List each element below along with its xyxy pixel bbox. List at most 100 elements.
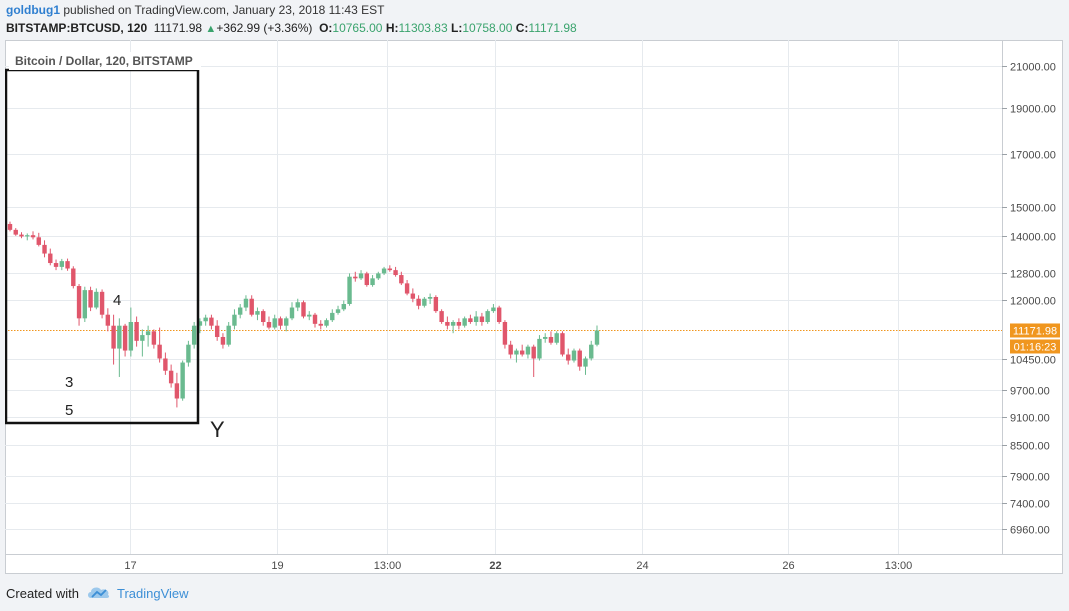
price-tick-label: 14000.00 <box>1010 232 1056 244</box>
candle <box>59 258 64 271</box>
candle-body <box>261 311 266 323</box>
candle-body <box>163 358 168 371</box>
candle-body <box>399 275 404 284</box>
candle-body <box>94 291 99 308</box>
candle-body <box>53 263 59 267</box>
candle <box>485 309 490 324</box>
candle-body <box>226 325 231 345</box>
candle-body <box>243 298 249 308</box>
candle <box>301 300 306 319</box>
candle <box>502 320 508 349</box>
time-tick-label: 24 <box>636 560 648 572</box>
candle <box>145 325 151 347</box>
low-label: L: <box>451 21 463 35</box>
candle-body <box>560 333 565 355</box>
time-tick-label: 17 <box>124 560 136 572</box>
candle <box>589 340 594 361</box>
candle <box>410 288 416 303</box>
candle <box>508 340 513 359</box>
candle-body <box>203 317 208 322</box>
candle-body <box>140 335 145 341</box>
candle <box>226 322 231 347</box>
candle-body <box>473 316 479 323</box>
candle <box>122 323 128 357</box>
annotation-4[interactable]: 4 <box>113 292 121 309</box>
time-axis[interactable]: 17 19 13:00 22 24 26 13:00 <box>124 560 912 572</box>
candle <box>76 284 82 326</box>
candle-body <box>30 235 36 238</box>
candle <box>381 266 387 276</box>
candle-body <box>479 316 485 323</box>
candle <box>537 335 542 361</box>
open-value: 10765.00 <box>332 21 383 35</box>
candle <box>307 311 312 321</box>
candle-body <box>284 318 289 326</box>
candle <box>450 320 456 334</box>
candle-body <box>134 322 139 341</box>
candle-body <box>145 331 151 336</box>
candle <box>65 258 70 271</box>
last-price: 11171.98 <box>153 21 203 35</box>
candle-body <box>25 235 30 237</box>
candle-body <box>324 320 329 326</box>
candle-body <box>335 309 341 313</box>
annotation-3[interactable]: 3 <box>65 374 73 391</box>
candle-body <box>433 296 439 312</box>
candle <box>519 344 525 357</box>
candle-body <box>289 307 295 319</box>
candle-body <box>7 223 13 230</box>
grid-lines <box>5 40 1002 554</box>
candle-body <box>128 322 134 351</box>
candle-body <box>439 311 444 323</box>
candle <box>7 221 13 232</box>
candle <box>284 316 289 332</box>
candle <box>255 307 260 321</box>
annotation-5[interactable]: 5 <box>65 402 73 419</box>
candle <box>341 300 346 312</box>
price-axis[interactable]: 21000.00 19000.00 17000.00 15000.00 14000.00… <box>1002 62 1056 537</box>
current-price-badge-text: 11171.98 <box>1013 325 1057 337</box>
tradingview-link[interactable]: TradingView <box>116 586 189 601</box>
candle <box>261 309 266 326</box>
candle-body <box>99 291 105 315</box>
candle <box>479 312 485 326</box>
candle-body <box>249 298 254 315</box>
candle-body <box>525 346 531 355</box>
candle-body <box>191 325 197 345</box>
author-name[interactable]: goldbug1 <box>6 3 60 17</box>
annotation-y[interactable]: Y <box>210 417 225 442</box>
candle <box>543 333 548 343</box>
high-value: 11303.83 <box>398 21 448 35</box>
candle <box>36 232 41 247</box>
footer: Created with TradingView <box>6 586 189 603</box>
price-chart[interactable]: 21000.00 19000.00 17000.00 15000.00 14000.00… <box>5 40 1063 574</box>
candle-body <box>376 273 381 279</box>
open-label: O: <box>319 21 333 35</box>
candle <box>514 348 519 363</box>
candle-body <box>554 333 559 343</box>
candle <box>99 289 105 319</box>
candle <box>468 314 473 324</box>
candle <box>48 248 53 266</box>
candle <box>364 271 370 287</box>
candle-body <box>514 350 519 355</box>
price-badges: 11171.98 01:16:23 <box>1010 323 1060 354</box>
candle-body <box>427 296 433 299</box>
candle <box>220 333 226 349</box>
candle <box>243 295 249 312</box>
chart-title: Bitcoin / Dollar, 120, BITSTAMP <box>15 54 193 68</box>
candle <box>42 240 47 258</box>
candle-body <box>537 338 542 359</box>
candle-body <box>594 330 600 345</box>
candle <box>209 314 214 330</box>
chart-title-bg <box>9 52 201 70</box>
candle-body <box>543 336 548 339</box>
candle <box>117 318 122 377</box>
candle-body <box>71 268 76 287</box>
candle-body <box>237 307 243 315</box>
candle <box>560 331 565 357</box>
candle-body <box>571 350 577 361</box>
candle <box>94 288 99 310</box>
published-text: published on TradingView.com, January 23… <box>63 3 385 17</box>
candle <box>422 296 427 308</box>
